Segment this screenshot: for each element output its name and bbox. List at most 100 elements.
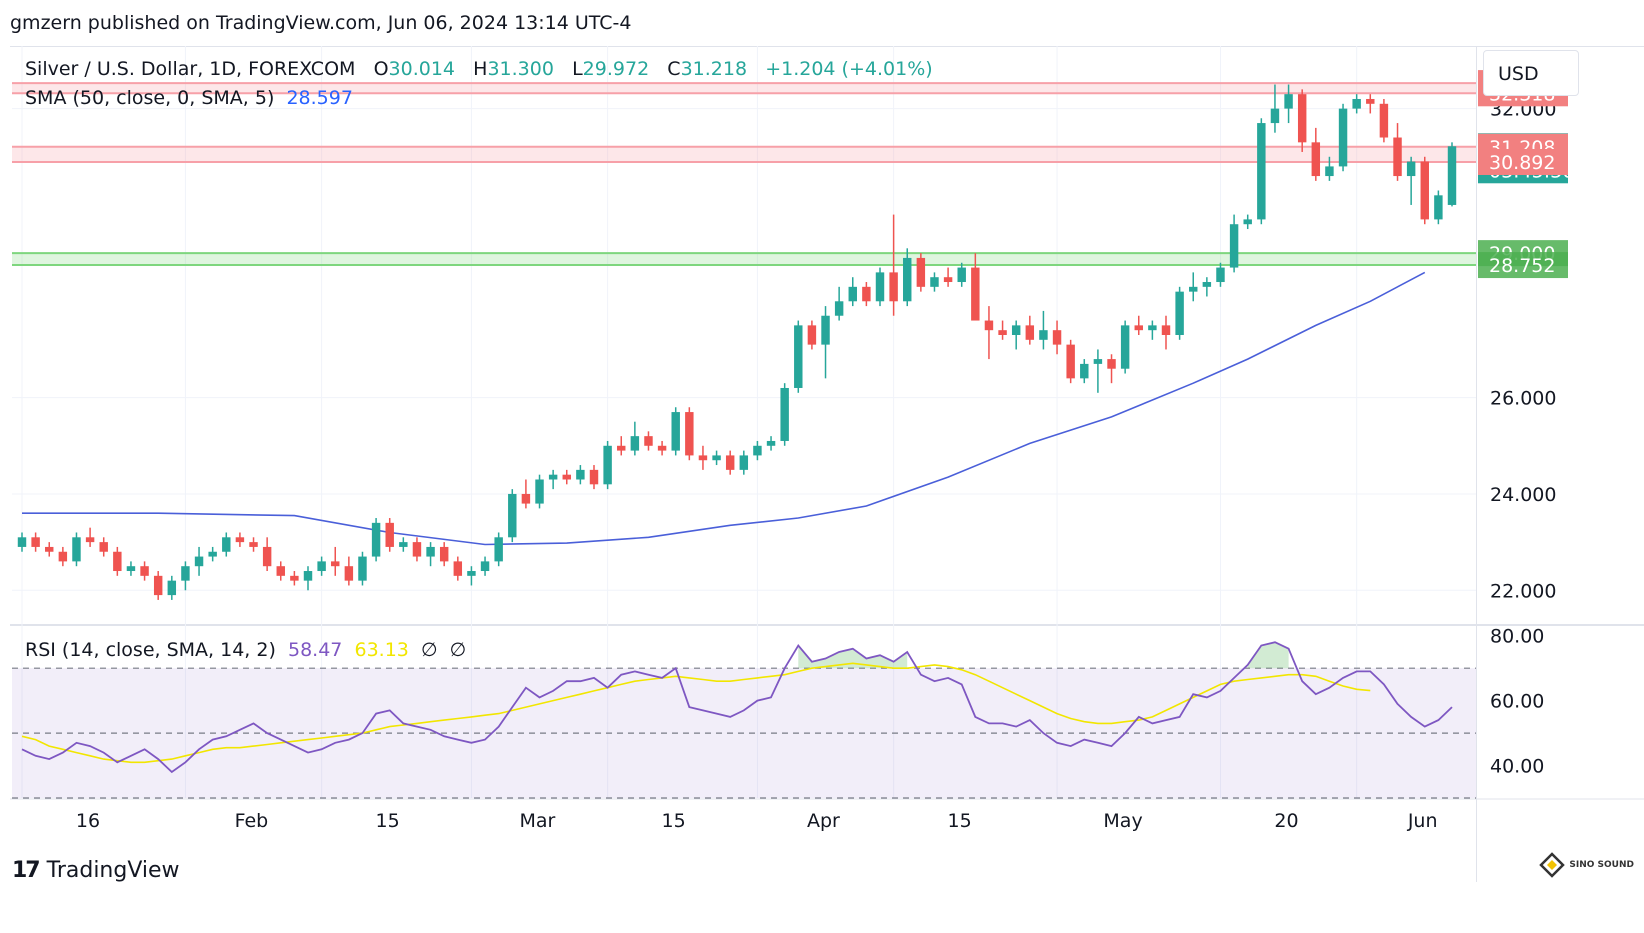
change-value: +1.204 (+4.01%) [765, 58, 933, 80]
candle-body [235, 537, 245, 543]
candle-body [426, 546, 435, 557]
candle-body [875, 272, 885, 302]
high-label: H [473, 58, 488, 80]
candle-body [181, 566, 190, 581]
candle-body [1093, 359, 1103, 364]
candle-body [603, 445, 612, 485]
candle-body [99, 542, 108, 552]
candle-body [957, 267, 966, 283]
rsi-extra-1: ∅ [420, 639, 438, 661]
candle-body [222, 537, 231, 552]
candle-body [1406, 161, 1416, 177]
watermark: SINO SOUND [1539, 852, 1634, 878]
price-tick-label: 22.000 [1490, 580, 1556, 602]
price-label-box [1478, 252, 1568, 279]
candle-body [1107, 359, 1116, 369]
close-value: 31.218 [680, 58, 748, 80]
time-axis-label: Mar [519, 810, 555, 832]
candle-body [412, 542, 422, 557]
candle-body [821, 315, 830, 345]
symbol-legend: Silver / U.S. Dollar, 1D, FOREXCOM O30.0… [25, 58, 933, 80]
brand-name: TradingView [46, 858, 180, 883]
candle-body [780, 387, 789, 441]
candle-body [930, 277, 939, 287]
candle-body [262, 546, 272, 567]
candle-body [725, 455, 735, 470]
price-tick-label: 24.000 [1490, 484, 1556, 506]
time-axis-label: 15 [948, 810, 972, 832]
candle-body [562, 474, 571, 480]
candle-body [399, 542, 408, 547]
candle-body [766, 440, 776, 446]
candle-body [371, 522, 381, 557]
candle-body [1066, 344, 1075, 379]
candle-body [126, 566, 136, 572]
chart-frame [10, 46, 1644, 883]
candle-body [903, 257, 912, 302]
rsi-overbought-fill [1247, 642, 1289, 669]
open-value: 30.014 [388, 58, 456, 80]
published-line: gmzern published on TradingView.com, Jun… [10, 12, 632, 34]
time-axis-label: 16 [76, 810, 100, 832]
candle-body [1420, 161, 1429, 220]
tradingview-mark-icon: 17 [12, 858, 41, 883]
candle-body [521, 493, 531, 504]
rsi-value: 58.47 [287, 639, 343, 661]
candle-body [1393, 137, 1402, 177]
tradingview-logo[interactable]: 17 TradingView [12, 858, 180, 883]
candle-body [1352, 98, 1361, 109]
candle-body [1011, 325, 1021, 335]
sma-line [22, 271, 1426, 546]
watermark-text: SINO SOUND [1569, 860, 1634, 870]
rsi-tick-label: 60.00 [1490, 691, 1544, 713]
candle-body [630, 436, 640, 451]
candle-body [1325, 166, 1334, 177]
resistance-zone [12, 146, 1476, 162]
rsi-ma-line [21, 662, 1371, 764]
candle-body [998, 330, 1007, 335]
candle-body [1311, 142, 1321, 177]
candle-body [1052, 330, 1062, 345]
candle-body [249, 542, 258, 547]
price-tick-label: 26.000 [1490, 388, 1556, 410]
candle-body [85, 537, 95, 543]
candle-body [453, 561, 463, 576]
time-axis-label: Feb [235, 810, 269, 832]
candle-body [657, 445, 667, 451]
candle-body [290, 575, 299, 581]
price-label-text: 30.892 [1489, 152, 1555, 174]
candle-body [617, 445, 626, 451]
candle-body [712, 455, 721, 461]
candle-body [1148, 325, 1157, 331]
candle-body [208, 551, 217, 557]
candle-body [984, 320, 994, 331]
rsi-overbought-fill [798, 645, 908, 669]
candle-body [113, 551, 122, 572]
low-label: L [572, 58, 583, 80]
candle-body [72, 537, 81, 562]
rsi-label: RSI (14, close, SMA, 14, 2) [25, 639, 276, 661]
candle-body [971, 267, 980, 321]
candle-body [439, 546, 449, 562]
open-label: O [373, 58, 389, 80]
candle-body [1134, 325, 1143, 331]
candle-body [576, 469, 585, 480]
candle-body [1175, 291, 1184, 335]
watermark-diamond-icon [1539, 852, 1566, 878]
candle-body [794, 325, 803, 388]
candle-body [494, 537, 503, 562]
currency-button[interactable]: USD [1483, 50, 1579, 96]
candle-body [1120, 325, 1130, 369]
candle-body [31, 537, 40, 547]
candle-body [685, 412, 694, 456]
candle-body [480, 561, 490, 572]
candle-body [1189, 286, 1198, 292]
candle-body [508, 493, 517, 538]
candle-body [153, 575, 163, 596]
candle-body [644, 436, 653, 446]
candle-body [358, 556, 367, 581]
candle-body [1366, 98, 1375, 104]
candle-body [140, 566, 149, 576]
candle-body [834, 301, 844, 316]
